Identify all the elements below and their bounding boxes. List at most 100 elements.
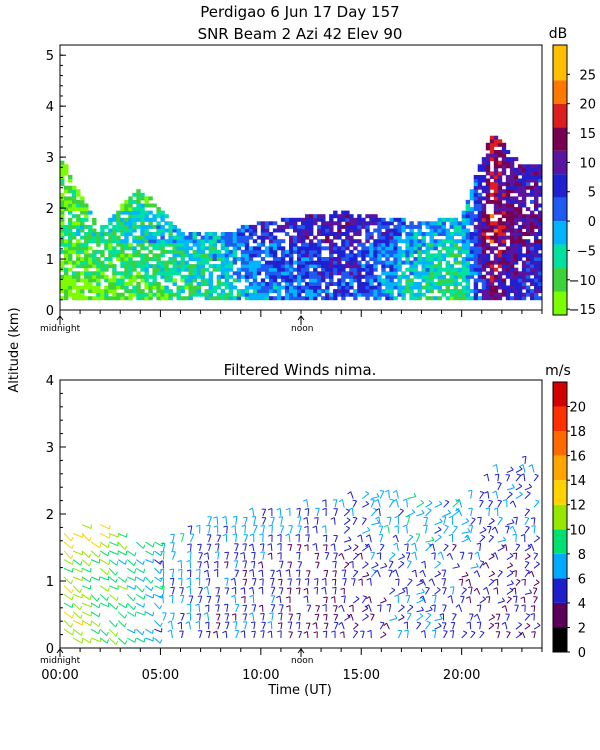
wind-barb — [159, 577, 164, 586]
snr-cell — [76, 192, 81, 197]
wind-barb — [90, 611, 101, 618]
snr-cell — [228, 253, 234, 258]
snr-cell — [349, 274, 354, 279]
snr-cell — [240, 253, 246, 258]
wind-barb — [398, 614, 405, 621]
snr-cell — [389, 289, 394, 294]
wind-barb — [230, 577, 237, 586]
wind-barb — [216, 622, 221, 630]
snr-cell — [534, 199, 539, 204]
snr-cell — [534, 171, 539, 176]
snr-cell — [501, 224, 507, 229]
snr-cell — [80, 228, 85, 233]
snr-cell — [381, 242, 386, 247]
snr-cell — [272, 289, 278, 294]
snr-cell — [501, 142, 507, 147]
snr-cell — [325, 228, 330, 233]
snr-cell — [88, 235, 93, 240]
wind-barb — [81, 550, 92, 558]
snr-cell — [192, 285, 197, 290]
snr-cell — [534, 235, 539, 240]
snr-cell — [60, 192, 65, 197]
wind-barb — [285, 507, 291, 517]
snr-cell — [361, 246, 366, 251]
wind-barb — [344, 544, 352, 552]
snr-cell — [473, 289, 479, 294]
snr-cell — [272, 239, 278, 244]
snr-cell — [96, 289, 101, 294]
snr-cell — [534, 232, 539, 236]
snr-cell — [521, 189, 527, 194]
snr-cell — [377, 260, 382, 265]
snr-cell — [244, 253, 250, 258]
wind-barb — [99, 532, 111, 539]
snr-cell — [525, 214, 531, 219]
snr-cell — [60, 282, 65, 286]
snr-cell — [369, 257, 374, 261]
snr-cell — [341, 289, 346, 294]
snr-cell — [485, 282, 491, 286]
wind-barb — [296, 507, 301, 517]
snr-cell — [333, 271, 338, 276]
snr-cell — [301, 274, 306, 279]
snr-cell — [381, 271, 386, 276]
wind-barb — [333, 535, 338, 543]
snr-cell — [417, 253, 422, 258]
snr-cell — [208, 292, 213, 297]
wind-barb — [249, 594, 255, 604]
wind-barb — [443, 499, 450, 508]
snr-cell — [297, 296, 302, 301]
snr-cell — [200, 257, 205, 261]
wind-barb — [452, 543, 457, 552]
snr-cell — [453, 232, 458, 236]
snr-cell — [365, 235, 370, 240]
snr-cell — [260, 296, 266, 301]
snr-cell — [244, 271, 250, 276]
snr-cell — [168, 289, 173, 294]
snr-cell — [361, 292, 366, 297]
snr-colorbar-segment — [553, 103, 567, 128]
snr-cell — [317, 228, 322, 233]
wind-barb — [109, 541, 119, 547]
snr-cell — [377, 221, 382, 226]
wind-barb — [322, 534, 328, 543]
snr-cell — [140, 235, 145, 240]
snr-cell — [441, 217, 446, 222]
snr-cell — [349, 224, 354, 229]
snr-cell — [509, 199, 515, 204]
snr-cell — [525, 278, 531, 283]
wind-colorbar-segment — [553, 578, 567, 603]
snr-cell — [329, 271, 334, 276]
snr-cell — [272, 246, 278, 251]
snr-cell — [437, 228, 442, 233]
wind-barb — [63, 576, 74, 585]
snr-cell — [60, 207, 65, 212]
snr-cell — [538, 178, 543, 183]
snr-cell — [530, 175, 535, 179]
snr-cell — [509, 274, 515, 279]
wind-barb — [389, 587, 396, 595]
snr-cell — [68, 260, 73, 265]
snr-cell — [64, 253, 69, 258]
wind-barb — [533, 596, 538, 604]
snr-cell — [489, 185, 495, 190]
snr-colorbar-segment — [553, 244, 567, 269]
snr-cell — [313, 260, 318, 265]
wind-barb — [223, 525, 228, 534]
wind-barb — [312, 525, 318, 534]
wind-barb — [416, 499, 425, 508]
snr-cell — [297, 246, 302, 251]
snr-cell — [317, 249, 322, 254]
wind-barb — [458, 578, 464, 586]
snr-cell — [501, 239, 507, 244]
snr-cell — [148, 257, 153, 261]
wind-barb — [204, 621, 210, 630]
snr-cell — [349, 292, 354, 297]
snr-cell — [168, 239, 173, 244]
snr-cell — [160, 214, 165, 219]
snr-cell — [505, 164, 511, 169]
snr-cell — [132, 285, 137, 290]
wind-barb — [512, 533, 517, 543]
snr-cell — [136, 282, 141, 286]
snr-cell — [132, 207, 137, 212]
